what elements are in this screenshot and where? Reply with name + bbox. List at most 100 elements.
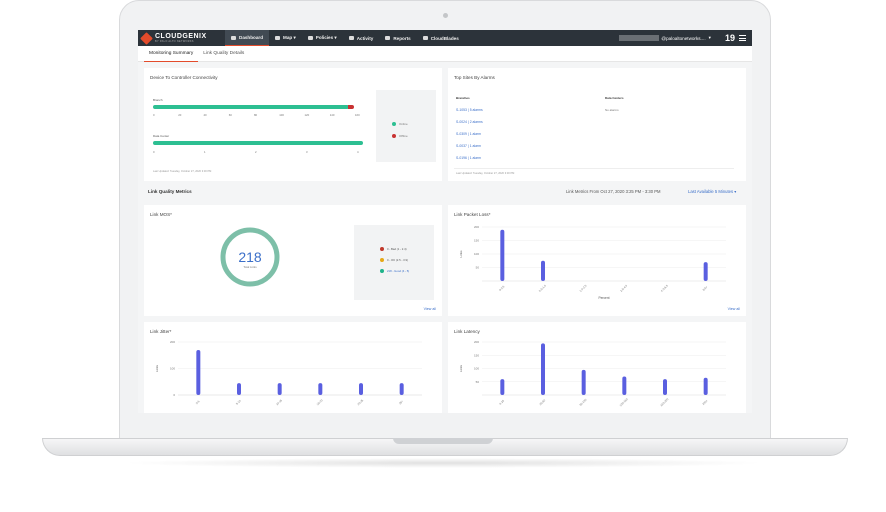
card-title: Top Sites By Alarms: [454, 75, 495, 80]
card-title: Device To Controller Connectivity: [150, 75, 218, 80]
axis-tick: 2: [255, 150, 257, 154]
y-tick-label: 100: [474, 367, 479, 371]
mos-legend-item: 218 - Good (4 - 5): [380, 269, 409, 280]
x-tick-label: 200+: [701, 398, 709, 406]
x-tick-label: 0.5-1.0: [538, 283, 547, 292]
connectivity-card: Device To Controller Connectivity Branch…: [144, 68, 442, 181]
jitter-card: Link Jitter* 200 100 0 Links 0-5 5-10 10-15 15-…: [144, 322, 442, 413]
offline-dot-icon: [392, 134, 396, 139]
dashboard-content: Device To Controller Connectivity Branch…: [138, 62, 752, 413]
branch-label: Branch: [153, 98, 163, 102]
site-alarm-link[interactable]: S-0309 | 1 alarm: [456, 132, 482, 136]
axis-tick: 4: [357, 150, 359, 154]
axis-tick: 3: [306, 150, 308, 154]
bar: [359, 383, 363, 395]
chevron-down-icon[interactable]: ▾: [708, 35, 711, 40]
axis-tick: 80: [254, 113, 258, 117]
mos-total: 218: [238, 249, 262, 265]
x-tick-label: 4.0-6.5: [660, 283, 669, 292]
y-tick-label: 100: [170, 367, 175, 371]
branch-alarm-list: S-1053 | 5 alarms S-0024 | 2 alarms S-0309…: [456, 108, 596, 168]
bar: [703, 262, 708, 281]
y-tick-label: 200: [170, 340, 175, 344]
nav-dashboard[interactable]: Dashboard: [225, 30, 269, 46]
legend-dot-icon: [380, 269, 384, 274]
nav-activity[interactable]: Activity: [343, 30, 380, 46]
bar: [663, 379, 667, 395]
tab-link-quality-details[interactable]: Link Quality Details: [203, 51, 245, 56]
dashboard-icon: [231, 35, 236, 40]
mos-donut-ring: [220, 227, 280, 287]
brand-name: CLOUDGENIX: [155, 32, 207, 40]
x-tick-label: 6.5+: [702, 285, 709, 292]
axis-tick: 140: [329, 113, 335, 117]
x-tick-label: 150-200: [659, 397, 669, 407]
hamburger-menu-icon[interactable]: [739, 35, 746, 41]
latency-card: Link Latency 200 150 100 50 Links 0-25 25-50 50…: [448, 322, 746, 413]
x-tick-label: 0-0.5: [498, 284, 506, 292]
last-updated: Last Updated: Tuesday, October 27, 2020 …: [153, 170, 212, 173]
bar: [581, 369, 586, 395]
y-tick-label: 100: [474, 252, 479, 256]
site-alarm-link[interactable]: S-0024 | 2 alarms: [456, 120, 483, 124]
card-title: Link Latency: [454, 329, 480, 334]
online-dot-icon: [392, 122, 396, 127]
legend-dot-icon: [380, 247, 384, 252]
x-tick-label: 0-25: [498, 399, 505, 406]
nav-reports[interactable]: Reports: [379, 30, 416, 46]
legend-label: 0 - OK (2.5 - 3.9): [387, 258, 408, 262]
subtab-bar: Monitoring Summary Link Quality Details: [138, 46, 752, 62]
axis-tick: 160: [355, 113, 360, 117]
bar: [703, 377, 708, 395]
branch-offline-bar: [348, 105, 354, 109]
bar: [196, 349, 201, 395]
y-tick-label: 150: [474, 239, 479, 243]
y-axis-label: Links: [459, 365, 463, 373]
axis-tick: 20: [178, 113, 182, 117]
x-tick-label: 2.5-4.0: [619, 283, 628, 292]
view-all-link[interactable]: View all: [423, 307, 436, 311]
mos-legend: 0 - Bad (1 - 2.4) 0 - OK (2.5 - 3.9) 218 -…: [354, 225, 434, 300]
bar: [399, 383, 404, 395]
mos-donut-chart: [220, 227, 280, 287]
brand-logo[interactable]: CLOUDGENIX BY PALO ALTO NETWORKS: [138, 30, 225, 46]
activity-icon: [348, 36, 354, 40]
brand-subtitle: BY PALO ALTO NETWORKS: [155, 39, 194, 43]
axis-tick: 60: [228, 113, 232, 117]
latency-chart: 200 150 100 50 Links 0-25 25-50 50-100 100-150 15…: [459, 340, 726, 407]
view-all-link[interactable]: View all: [727, 307, 740, 311]
x-tick-label: 50-100: [578, 397, 587, 406]
x-tick-label: 25+: [398, 399, 404, 405]
site-alarm-link[interactable]: S-1053 | 5 alarms: [456, 108, 483, 112]
redacted-username: [619, 35, 660, 41]
dc-axis: 0 1 2 3 4: [153, 150, 363, 156]
tab-monitoring-summary[interactable]: Monitoring Summary: [144, 46, 199, 62]
x-tick-label: 15-20: [316, 398, 324, 406]
divider: [454, 168, 734, 169]
site-alarm-link[interactable]: S-0196 | 1 alarm: [456, 156, 482, 160]
user-menu[interactable]: @paloaltonetworks....: [661, 35, 706, 41]
legend-dot-icon: [380, 258, 384, 263]
lqm-section-title: Link Quality Metrics: [148, 189, 192, 194]
legend-label: 0 - Bad (1 - 2.4): [387, 247, 407, 251]
x-tick-label: 0-5: [195, 399, 201, 405]
bar: [622, 376, 627, 395]
axis-tick: 0: [153, 113, 155, 117]
nav-map[interactable]: Map ▾: [269, 30, 302, 46]
y-tick-label: 150: [474, 353, 479, 357]
axis-tick: 1: [204, 150, 206, 154]
time-interval-dropdown[interactable]: Last Available 5 Minutes ▾: [688, 189, 737, 194]
nav-policies[interactable]: Policies ▾: [302, 30, 343, 46]
jitter-chart: 200 100 0 Links 0-5 5-10 10-15 15-20 20-25 25+: [155, 340, 422, 406]
y-axis-label: Links: [155, 365, 159, 373]
mos-legend-item: 0 - Bad (1 - 2.4): [380, 247, 409, 258]
dc-alarm-value: No alarms: [605, 108, 619, 112]
site-alarm-link[interactable]: S-0037 | 1 alarm: [456, 144, 482, 148]
x-tick-label: 25-50: [538, 398, 546, 406]
top-navbar: CLOUDGENIX BY PALO ALTO NETWORKS Dashboa…: [138, 30, 752, 46]
nav-cloudblades[interactable]: CloudBlades: [417, 30, 465, 46]
branch-axis: 0 20 40 60 80 100 120 140 160: [153, 113, 361, 119]
bar: [237, 383, 241, 395]
card-title: Link Jitter*: [150, 329, 172, 334]
notification-count[interactable]: 19: [724, 33, 735, 43]
